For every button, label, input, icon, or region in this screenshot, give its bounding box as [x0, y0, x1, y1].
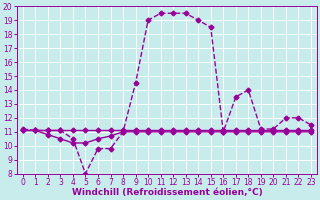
X-axis label: Windchill (Refroidissement éolien,°C): Windchill (Refroidissement éolien,°C) — [72, 188, 262, 197]
